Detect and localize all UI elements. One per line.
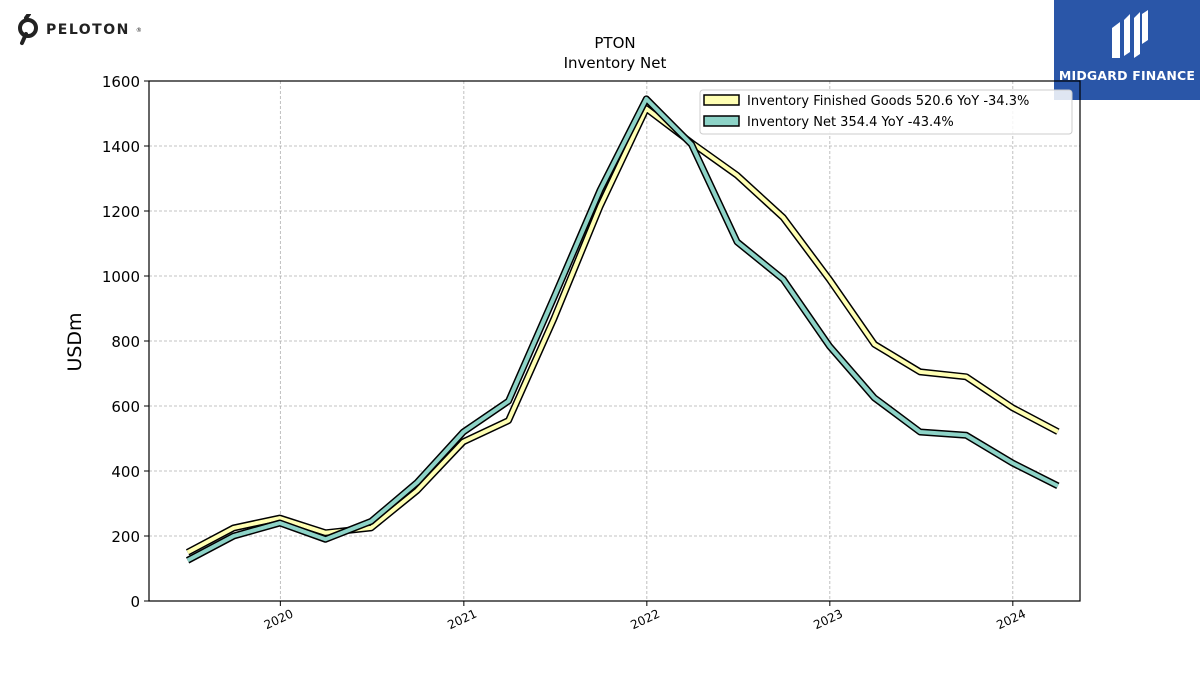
series-line-inventory-finished-goods xyxy=(186,106,1059,555)
y-tick-label: 1600 xyxy=(102,73,140,91)
y-tick-label: 400 xyxy=(111,463,140,481)
y-tick-label: 600 xyxy=(111,398,140,416)
legend-label-inventory-net: Inventory Net 354.4 YoY -43.4% xyxy=(747,115,954,130)
series-outline-inventory-finished-goods xyxy=(185,105,1060,556)
y-tick-label: 1400 xyxy=(102,138,140,156)
peloton-wordmark: PELOTON xyxy=(46,22,130,38)
x-tick-label: 2023 xyxy=(811,607,845,633)
y-axis-label: USDm xyxy=(64,312,86,371)
legend-label-finished-goods: Inventory Finished Goods 520.6 YoY -34.3… xyxy=(747,94,1029,109)
y-tick-label: 0 xyxy=(130,593,140,611)
peloton-logo: PELOTON ® xyxy=(14,14,142,46)
registered-mark: ® xyxy=(135,26,142,34)
series-line-inventory-net xyxy=(186,96,1059,563)
x-tick-label: 2024 xyxy=(994,607,1028,633)
legend: Inventory Finished Goods 520.6 YoY -34.3… xyxy=(699,89,1073,135)
legend-box xyxy=(699,89,1073,135)
chart-title: PTON xyxy=(594,34,635,52)
x-tick-label: 2020 xyxy=(262,607,296,633)
y-tick-label: 800 xyxy=(111,333,140,351)
y-tick-label: 1200 xyxy=(102,203,140,221)
y-tick-label: 200 xyxy=(111,528,140,546)
plot-frame xyxy=(148,80,1081,602)
series-outline-inventory-net xyxy=(185,95,1060,564)
x-tick-label: 2022 xyxy=(628,607,662,633)
y-tick-label: 1000 xyxy=(102,268,140,286)
midgard-logo-icon xyxy=(1112,10,1148,58)
x-tick-label: 2021 xyxy=(445,607,479,633)
legend-swatch-finished-goods xyxy=(703,94,740,106)
midgard-finance-badge: MIDGARD FINANCE xyxy=(1054,0,1200,100)
midgard-finance-label: MIDGARD FINANCE xyxy=(1058,68,1196,83)
chart-subtitle: Inventory Net xyxy=(564,54,667,72)
peloton-mark-icon xyxy=(18,14,38,45)
legend-swatch-inventory-net xyxy=(703,115,740,127)
